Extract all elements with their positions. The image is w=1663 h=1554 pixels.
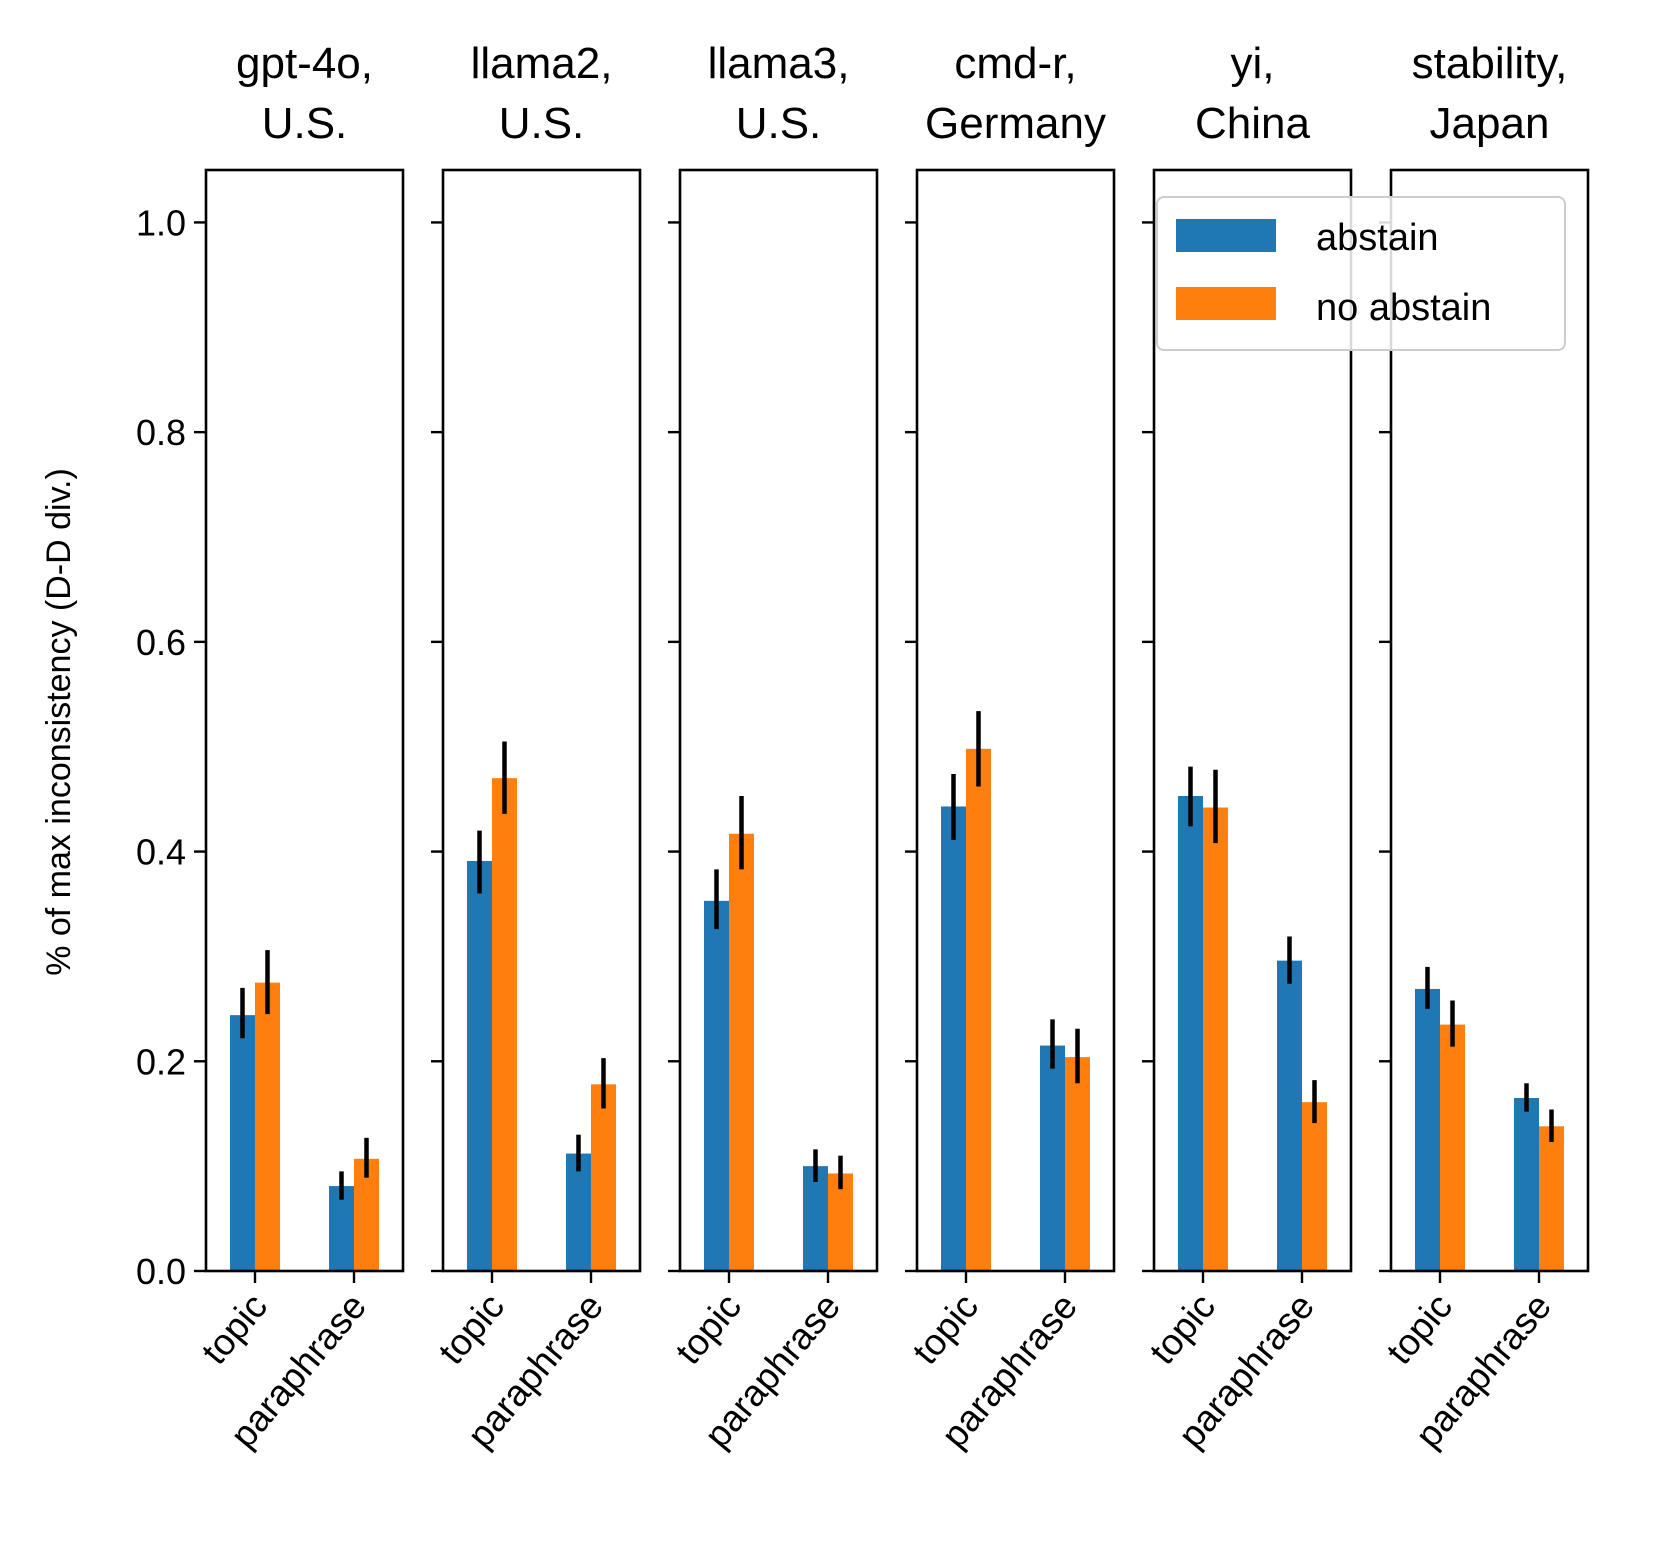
bar-no-abstain-paraphrase xyxy=(591,1084,616,1271)
bar-abstain-topic xyxy=(1415,988,1440,1271)
bar-abstain-topic xyxy=(704,900,729,1271)
y-tick-label: 1.0 xyxy=(136,202,186,243)
bar-abstain-paraphrase xyxy=(803,1166,828,1271)
y-tick-label: 0.6 xyxy=(136,622,186,663)
panel-title-line1: stability, xyxy=(1412,39,1568,88)
bar-no-abstain-topic xyxy=(255,982,280,1271)
panel-title-line1: llama2, xyxy=(471,39,613,88)
panel-title-line1: llama3, xyxy=(708,39,850,88)
legend-label-abstain: abstain xyxy=(1316,217,1439,259)
y-tick-label: 0.8 xyxy=(136,412,186,453)
panel-title-line2: U.S. xyxy=(736,99,822,148)
panel-frame xyxy=(204,168,405,1273)
y-axis-title: % of max inconsistency (D-D div.) xyxy=(40,468,78,976)
legend: abstain no abstain xyxy=(1156,196,1566,351)
y-tick-label: 0.2 xyxy=(136,1041,186,1082)
panel-title-line2: Germany xyxy=(925,99,1106,148)
panel-title-line2: China xyxy=(1195,99,1310,148)
panel-title-line2: Japan xyxy=(1430,99,1550,148)
panel-title-line1: cmd-r, xyxy=(954,39,1076,88)
bar-abstain-topic xyxy=(230,1015,255,1271)
bar-abstain-paraphrase xyxy=(566,1153,591,1271)
bar-abstain-paraphrase xyxy=(329,1186,354,1271)
panel-frame xyxy=(1389,168,1590,1273)
bar-no-abstain-topic xyxy=(1203,807,1228,1271)
bar-no-abstain-paraphrase xyxy=(828,1173,853,1271)
legend-swatch-abstain xyxy=(1176,219,1276,252)
panel-title-line1: gpt-4o, xyxy=(236,39,373,88)
legend-label-no-abstain: no abstain xyxy=(1316,287,1491,329)
legend-swatch-no-abstain xyxy=(1176,287,1276,320)
bar-abstain-topic xyxy=(467,861,492,1271)
panel-title-line2: U.S. xyxy=(499,99,585,148)
bar-no-abstain-topic xyxy=(729,833,754,1271)
y-tick-label: 0.4 xyxy=(136,832,186,873)
bar-abstain-topic xyxy=(941,806,966,1271)
panel-frame xyxy=(441,168,642,1273)
panel-frame xyxy=(915,168,1116,1273)
bar-no-abstain-paraphrase xyxy=(1539,1126,1564,1271)
y-tick-label: 0.0 xyxy=(136,1251,186,1292)
bar-abstain-paraphrase xyxy=(1514,1097,1539,1271)
panel-title-line1: yi, xyxy=(1231,39,1275,88)
panel-frame xyxy=(678,168,879,1273)
bar-no-abstain-topic xyxy=(492,778,517,1271)
bar-no-abstain-topic xyxy=(1440,1024,1465,1271)
bar-abstain-paraphrase xyxy=(1040,1045,1065,1271)
bar-abstain-topic xyxy=(1178,795,1203,1271)
panel-title-line2: U.S. xyxy=(262,99,348,148)
bar-no-abstain-paraphrase xyxy=(1065,1057,1090,1271)
bar-abstain-paraphrase xyxy=(1277,960,1302,1271)
bar-no-abstain-paraphrase xyxy=(1302,1102,1327,1271)
panel-frame xyxy=(1152,168,1353,1273)
panel-0: gpt-4o,U.S.0.00.20.40.60.81.0topicparaph… xyxy=(136,39,405,1456)
bar-no-abstain-topic xyxy=(966,748,991,1271)
